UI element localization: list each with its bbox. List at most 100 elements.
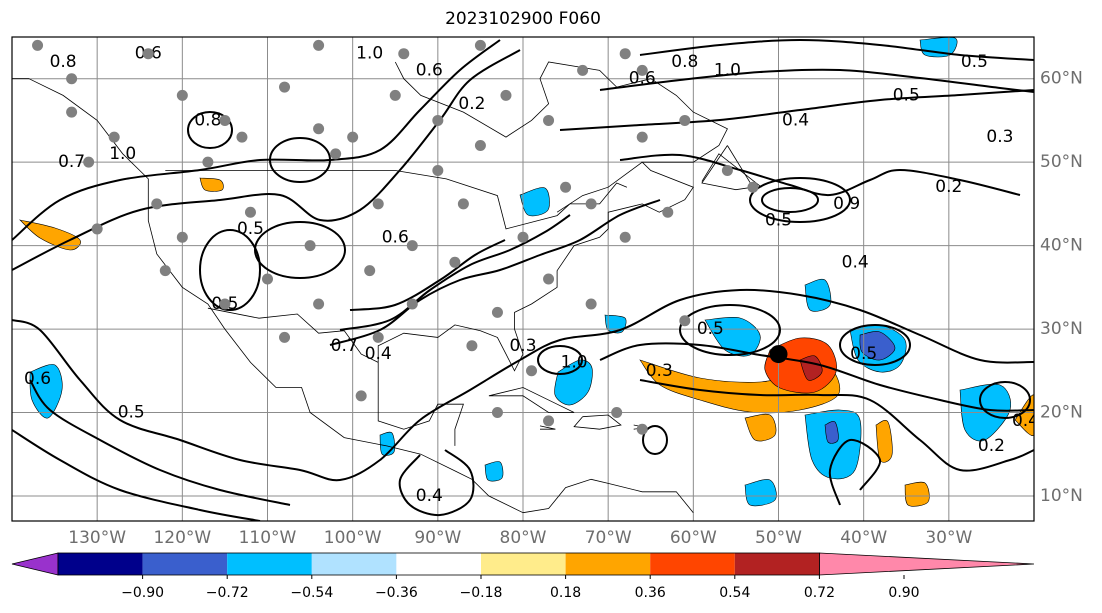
contour-label: 0.5 <box>237 219 264 239</box>
longitude-label: 130°W <box>68 528 126 548</box>
colorbar-tick-label: −0.90 <box>121 585 164 601</box>
contour-label: 1.0 <box>714 60 741 80</box>
coastline <box>573 414 622 430</box>
shading-region <box>519 187 550 217</box>
colorbar-tick-label: 0.90 <box>888 585 919 601</box>
colorbar-segment <box>311 553 397 575</box>
station-dot <box>219 298 231 310</box>
colorbar-segment <box>227 553 312 575</box>
coastline <box>28 78 524 514</box>
station-dot <box>83 156 95 168</box>
station-dot <box>176 231 188 243</box>
contour-label: 0.5 <box>697 319 724 339</box>
contour-line <box>559 89 1034 131</box>
station-dot <box>679 114 691 126</box>
colorbar-tick-label: 0.54 <box>719 585 750 601</box>
colorbar-segment <box>142 553 228 575</box>
coastline <box>539 425 556 430</box>
contour-label: 1.0 <box>561 352 588 372</box>
contour-label: 1.0 <box>109 144 136 164</box>
shading-region <box>804 409 862 480</box>
latitude-label: 20°N <box>1040 403 1083 423</box>
station-dot <box>432 114 444 126</box>
contour-label: 0.2 <box>978 436 1005 456</box>
station-dot <box>466 340 478 352</box>
shading-region <box>29 364 63 419</box>
contour-loop <box>199 229 261 311</box>
contour-label: 0.7 <box>331 336 358 356</box>
station-dot <box>398 48 410 60</box>
contour-lines: 0.6 0.8 1.0 0.6 0.2 0.6 0.8 1.0 0.5 0.5 0.4 0.3 0.2 0… <box>12 38 1039 521</box>
contour-label: 0.2 <box>458 94 485 114</box>
contour-line <box>12 49 521 271</box>
station-dot <box>176 89 188 101</box>
contour-line <box>339 214 571 331</box>
contour-loop <box>187 111 233 149</box>
station-dot <box>449 256 461 268</box>
contour-line <box>639 38 1034 61</box>
station-dot <box>474 39 486 51</box>
station-dot <box>457 198 469 210</box>
station-dot <box>577 64 589 76</box>
longitude-label: 60°W <box>670 528 717 548</box>
station-dot <box>500 89 512 101</box>
station-dot <box>585 198 597 210</box>
colorbar-tick-label: −0.18 <box>460 585 503 601</box>
station-dot <box>32 39 44 51</box>
storm-center-dot <box>769 345 788 364</box>
station-dot <box>355 390 367 402</box>
observation-stations <box>32 39 759 435</box>
station-dot <box>679 315 691 327</box>
latitude-label: 30°N <box>1040 319 1083 339</box>
station-dot <box>279 331 291 343</box>
contour-line <box>599 342 1034 412</box>
longitude-label: 30°W <box>925 528 972 548</box>
contour-label: 0.4 <box>842 252 869 272</box>
latitude-labels: 60°N 50°N 40°N 30°N 20°N 10°N <box>1040 69 1083 506</box>
anomaly-shading <box>18 37 1034 507</box>
station-dot <box>364 265 376 277</box>
contour-line <box>12 39 501 241</box>
contour-label: 0.4 <box>782 110 809 130</box>
colorbar-segment <box>650 553 735 575</box>
longitude-labels: 130°W 120°W 110°W 100°W 90°W 80°W 70°W 60°W 50°W… <box>68 528 972 548</box>
station-dot <box>244 206 256 218</box>
contour-loop <box>642 425 668 455</box>
contour-loop <box>749 177 851 223</box>
shading-region <box>484 461 504 482</box>
contour-line <box>12 288 1034 482</box>
coastline <box>207 307 379 363</box>
colorbar-segment <box>565 553 651 575</box>
station-dot <box>236 131 248 143</box>
shading-region <box>379 431 396 456</box>
contour-label: 0.9 <box>833 194 860 214</box>
contour-loop <box>761 187 819 213</box>
contour-label: 0.6 <box>24 369 51 389</box>
station-dot <box>202 156 214 168</box>
contour-label: 0.4 <box>1012 411 1039 431</box>
colorbar-segment <box>734 553 820 575</box>
shading-region <box>604 314 627 334</box>
coastline <box>556 161 643 213</box>
station-dot <box>526 365 538 377</box>
contour-label: 0.6 <box>629 69 656 89</box>
contour-label: 0.3 <box>646 361 673 381</box>
contour-label: 0.8 <box>50 52 77 72</box>
station-dot <box>66 73 78 85</box>
contour-label: 0.8 <box>671 52 698 72</box>
longitude-label: 120°W <box>153 528 211 548</box>
contour-line <box>12 429 261 521</box>
shading-region <box>875 419 893 463</box>
longitude-label: 50°W <box>755 528 802 548</box>
longitude-label: 80°W <box>500 528 547 548</box>
map-frame <box>11 36 1035 522</box>
coastline <box>377 61 728 372</box>
contour-loop <box>679 304 781 356</box>
contour-label: 0.6 <box>416 60 443 80</box>
station-dot <box>313 39 325 51</box>
station-dot <box>66 106 78 118</box>
station-dot <box>543 273 555 285</box>
station-dot <box>389 89 401 101</box>
station-dot <box>619 48 631 60</box>
